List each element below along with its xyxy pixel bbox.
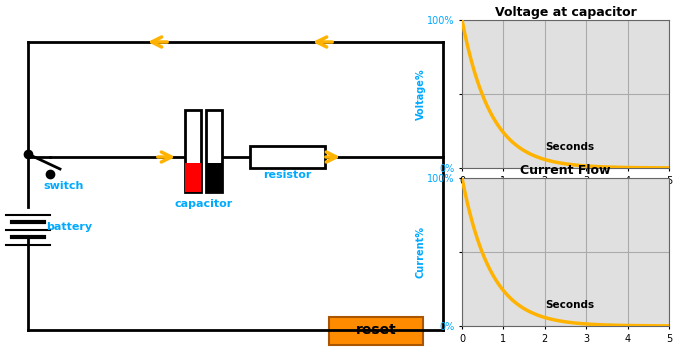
Text: Seconds: Seconds xyxy=(545,300,594,310)
Text: battery: battery xyxy=(46,222,92,232)
Title: Current Flow: Current Flow xyxy=(520,164,610,177)
Y-axis label: Voltage%: Voltage% xyxy=(416,68,426,120)
Bar xyxy=(250,146,325,168)
FancyBboxPatch shape xyxy=(329,317,423,345)
Text: resistor: resistor xyxy=(263,170,312,180)
Text: reset: reset xyxy=(356,323,397,337)
Title: Voltage at capacitor: Voltage at capacitor xyxy=(494,6,636,19)
Bar xyxy=(206,110,222,192)
Text: capacitor: capacitor xyxy=(175,199,233,209)
Bar xyxy=(185,110,201,192)
Bar xyxy=(206,163,222,192)
Bar xyxy=(185,163,201,192)
Text: switch: switch xyxy=(43,181,84,191)
Text: Seconds: Seconds xyxy=(545,142,594,152)
Y-axis label: Current%: Current% xyxy=(416,226,426,278)
